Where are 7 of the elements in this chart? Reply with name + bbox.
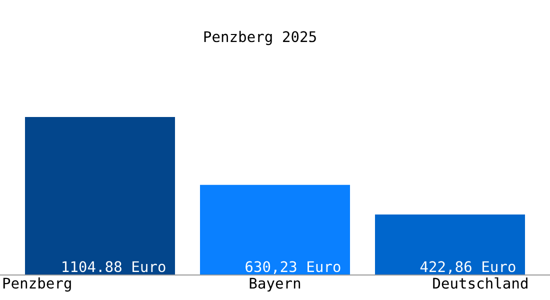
x-tick-label: Penzberg: [3, 277, 71, 292]
data-label: 630,23 Euro: [246, 261, 340, 274]
data-label: 422,86 Euro: [420, 261, 516, 274]
chart-title: Penzberg 2025: [204, 30, 316, 46]
x-tick-label: Deutschland: [433, 277, 528, 289]
data-label: 1104.88 Euro: [62, 261, 166, 272]
x-tick-label: Bayern: [250, 278, 300, 292]
